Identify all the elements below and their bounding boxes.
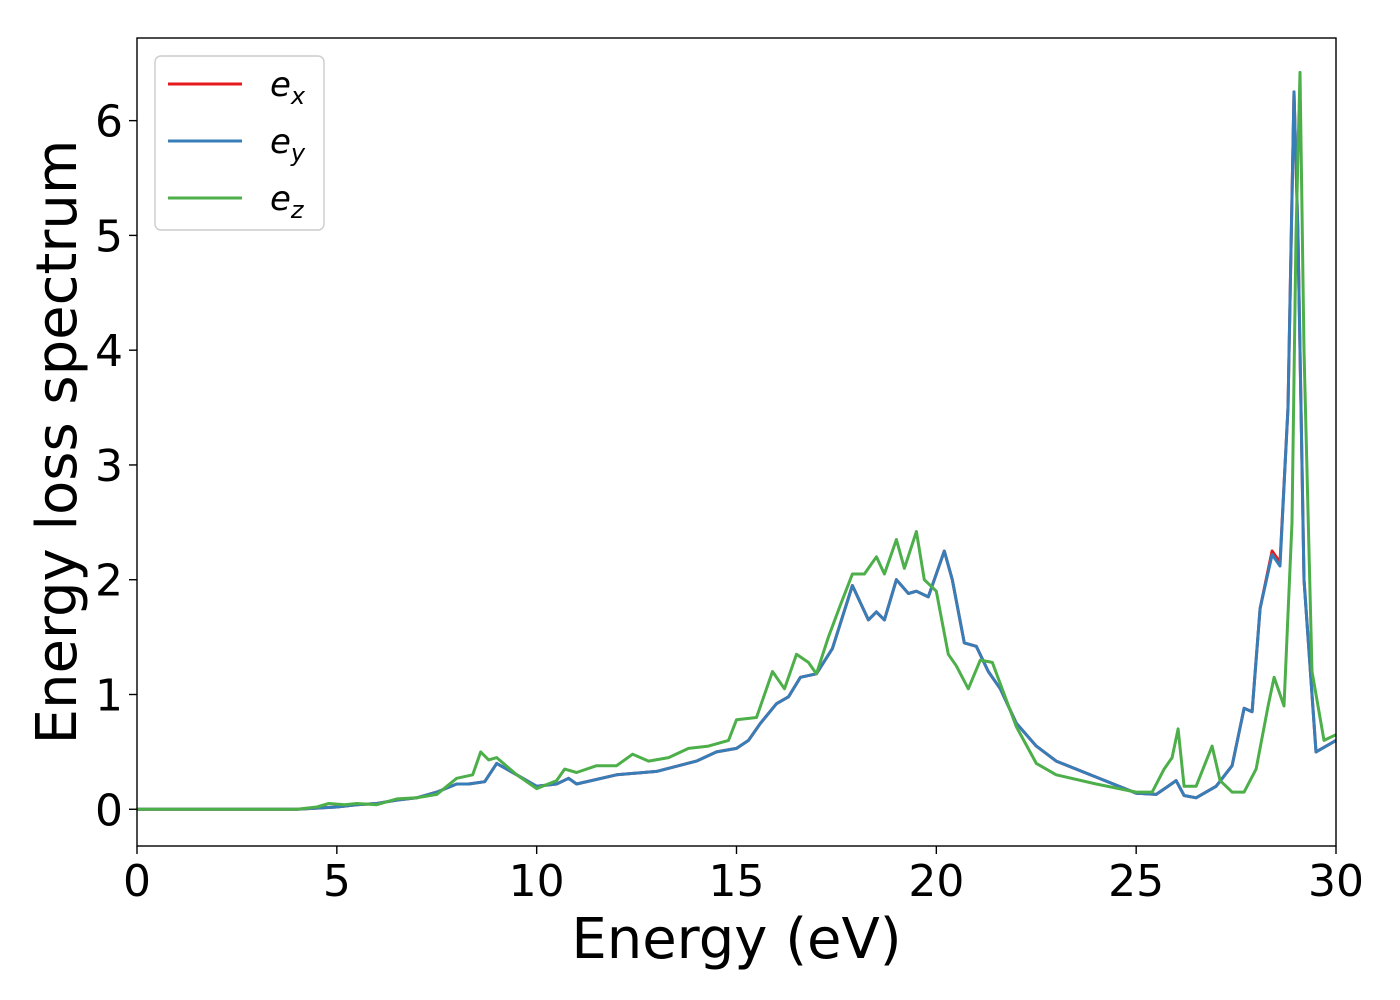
y-tick-label: 3 [95,441,123,492]
y-tick-label: 5 [95,211,123,262]
legend-label-subscript: z [290,196,305,224]
x-axis: 0 5 10 15 20 25 30 [123,846,1364,907]
y-axis: 0 1 2 3 4 5 6 [95,97,137,836]
y-tick-label: 4 [95,326,123,377]
x-tick-label: 25 [1108,856,1164,907]
x-tick-label: 15 [709,856,765,907]
y-tick-label: 6 [95,97,123,148]
x-tick-label: 30 [1308,856,1364,907]
series-line-e-y [137,90,1337,811]
legend-box [154,55,325,231]
x-axis-title: Energy (eV) [571,907,901,972]
legend-label-subscript: x [290,82,306,110]
y-tick-label: 2 [95,556,123,607]
series-layer [137,70,1337,811]
series-line-e-z [137,70,1337,811]
y-axis-title: Energy loss spectrum [25,140,90,745]
x-tick-label: 20 [908,856,964,907]
y-tick-label: 0 [95,785,123,836]
legend-label-subscript: y [290,139,306,167]
x-tick-label: 10 [509,856,565,907]
x-tick-label: 0 [123,856,151,907]
x-tick-label: 5 [323,856,351,907]
y-tick-label: 1 [95,671,123,722]
